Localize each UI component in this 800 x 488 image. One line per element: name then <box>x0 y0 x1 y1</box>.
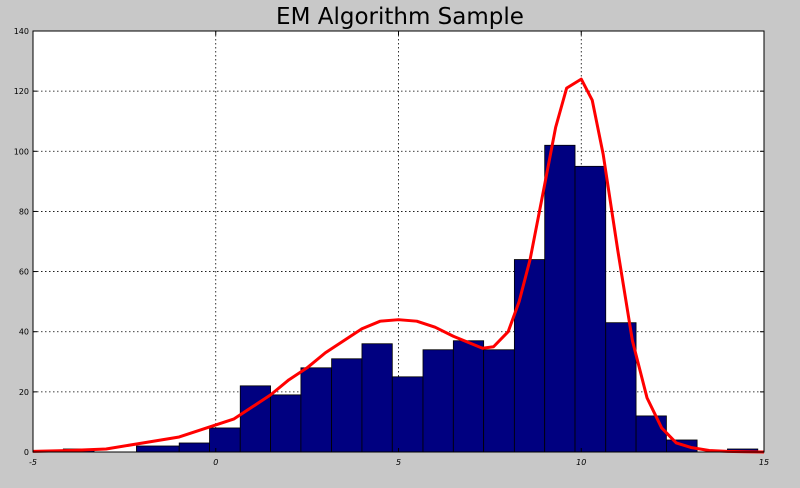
histogram-bar <box>361 343 393 453</box>
chart-title: EM Algorithm Sample <box>276 4 524 30</box>
y-tick-label: 140 <box>14 27 29 36</box>
y-tick-label: 60 <box>19 268 29 277</box>
histogram-bar <box>331 358 363 453</box>
x-tick-label: 0 <box>213 458 218 467</box>
y-tick-label: 0 <box>24 448 29 457</box>
histogram-bar <box>452 340 485 453</box>
x-tick-label: 5 <box>396 458 401 467</box>
x-tick-label: 10 <box>576 458 586 467</box>
histogram-bar <box>422 349 454 453</box>
histogram-bar <box>239 385 271 453</box>
y-tick-label: 120 <box>14 87 29 96</box>
histogram-bar <box>605 322 637 453</box>
histogram-bar <box>635 415 667 453</box>
histogram-bar <box>483 349 515 453</box>
x-tick-label: 15 <box>759 458 769 467</box>
histogram-bar <box>391 376 424 453</box>
histogram-bar <box>209 427 241 453</box>
histogram-bar <box>513 259 546 453</box>
y-tick-label: 20 <box>19 388 29 397</box>
y-tick-label: 40 <box>19 328 29 337</box>
histogram-bar <box>270 394 302 453</box>
fit-curve-line <box>32 77 765 454</box>
y-tick-label: 100 <box>14 147 29 156</box>
histogram-bar <box>136 445 180 453</box>
histogram-bar <box>544 144 576 453</box>
x-tick-label: -5 <box>29 458 37 467</box>
y-tick-label: 80 <box>19 207 29 216</box>
histogram-bar <box>300 367 333 453</box>
histogram-bar <box>574 165 607 453</box>
histogram-bar <box>178 442 210 453</box>
